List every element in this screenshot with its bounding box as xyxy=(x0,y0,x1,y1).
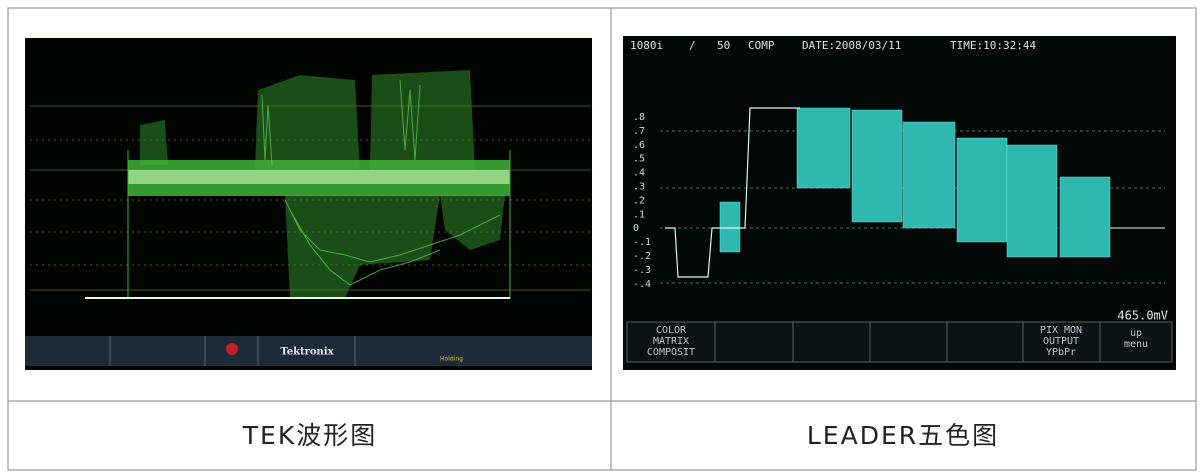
scale-label: 0 xyxy=(633,223,639,234)
menu-label: COLOR xyxy=(656,325,687,336)
scale-label: .4 xyxy=(633,168,645,179)
scale-label: -.3 xyxy=(633,265,651,276)
header-mode: COMP xyxy=(748,39,775,52)
scale-label: -.4 xyxy=(633,279,651,290)
menu-label: OUTPUT xyxy=(1043,336,1079,347)
menu-label: COMPOSIT xyxy=(647,347,695,358)
caption: LEADER五色图 xyxy=(807,421,999,450)
page: Tektronix Holding 1080i / 50 COMP DATE:2… xyxy=(0,0,1204,472)
status: Holding xyxy=(440,356,463,363)
scale-label: .8 xyxy=(633,112,645,123)
menu-label: menu xyxy=(1124,339,1148,350)
caption: TEK波形图 xyxy=(242,421,377,450)
scale-label: .5 xyxy=(633,154,645,165)
header-time: TIME:10:32:44 xyxy=(950,39,1036,52)
amplitude: 465.0mV xyxy=(1117,309,1168,323)
tek-screen: Tektronix Holding xyxy=(25,38,592,370)
menu-label: MATRIX xyxy=(653,336,689,347)
menu-label: up xyxy=(1130,328,1142,339)
scale-label: .2 xyxy=(633,195,645,206)
header-format: 1080i xyxy=(630,39,663,52)
header-separator: / xyxy=(689,39,696,52)
scale-label: -.2 xyxy=(633,251,651,262)
table: Tektronix Holding 1080i / 50 COMP DATE:2… xyxy=(0,0,1204,472)
scale-label: -.1 xyxy=(633,237,651,248)
scale-label: .1 xyxy=(633,209,645,220)
menu-label: YPbPr xyxy=(1046,347,1076,358)
header-date: DATE:2008/03/11 xyxy=(802,39,901,52)
leader-screen: 1080i / 50 COMP DATE:2008/03/11 TIME:10:… xyxy=(623,36,1176,370)
scale-label: .3 xyxy=(633,182,645,193)
scale-label: .6 xyxy=(633,140,645,151)
header-rate: 50 xyxy=(717,39,730,52)
menu-label: PIX MON xyxy=(1040,325,1082,336)
scale-label: .7 xyxy=(633,126,645,137)
brand: Tektronix xyxy=(280,347,334,358)
